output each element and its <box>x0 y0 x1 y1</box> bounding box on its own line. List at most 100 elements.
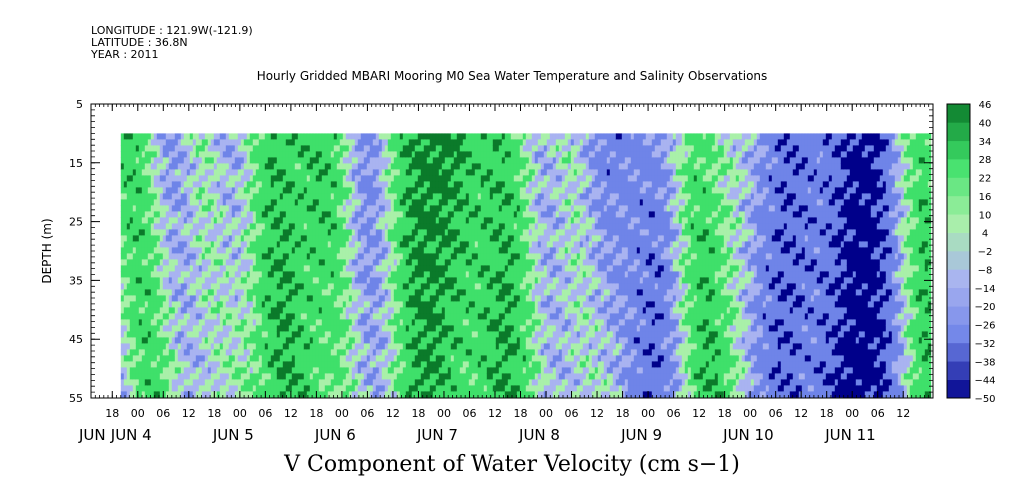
heatmap-cell <box>333 313 338 320</box>
heatmap-cell <box>225 367 230 374</box>
heatmap-cell <box>174 271 179 278</box>
heatmap-cell <box>393 355 398 362</box>
heatmap-cell <box>153 307 158 314</box>
heatmap-cell <box>270 211 275 218</box>
heatmap-cell <box>420 205 425 212</box>
heatmap-cell <box>363 235 368 242</box>
heatmap-cell <box>147 325 152 332</box>
heatmap-cell <box>294 145 299 152</box>
heatmap-cell <box>402 205 407 212</box>
heatmap-cell <box>318 151 323 158</box>
heatmap-cell <box>360 133 365 140</box>
heatmap-cell <box>444 157 449 164</box>
heatmap-cell <box>381 181 386 188</box>
heatmap-cell <box>444 133 449 140</box>
heatmap-cell <box>234 217 239 224</box>
heatmap-cell <box>192 373 197 380</box>
heatmap-cell <box>183 181 188 188</box>
heatmap-cell <box>345 379 350 386</box>
heatmap-cell <box>195 211 200 218</box>
heatmap-cell <box>165 385 170 392</box>
heatmap-cell <box>237 289 242 296</box>
heatmap-cell <box>288 193 293 200</box>
heatmap-cell <box>447 259 452 266</box>
heatmap-cell <box>135 331 140 338</box>
heatmap-cell <box>282 259 287 266</box>
heatmap-cell <box>405 151 410 158</box>
heatmap-cell <box>270 277 275 284</box>
heatmap-cell <box>279 139 284 146</box>
heatmap-cell <box>435 199 440 206</box>
heatmap-cell <box>162 313 167 320</box>
heatmap-cell <box>396 331 401 338</box>
heatmap-cell <box>357 163 362 170</box>
heatmap-cell <box>234 313 239 320</box>
heatmap-cell <box>414 271 419 278</box>
heatmap-cell <box>450 307 455 314</box>
heatmap-cell <box>264 379 269 386</box>
heatmap-cell <box>270 295 275 302</box>
heatmap-cell <box>444 355 449 362</box>
heatmap-cell <box>408 139 413 146</box>
heatmap-cell <box>144 253 149 260</box>
heatmap-cell <box>348 205 353 212</box>
heatmap-cell <box>309 205 314 212</box>
heatmap-cell <box>399 259 404 266</box>
heatmap-cell <box>204 151 209 158</box>
heatmap-cell <box>279 187 284 194</box>
heatmap-cell <box>393 259 398 266</box>
heatmap-cell <box>267 211 272 218</box>
heatmap-cell <box>261 211 266 218</box>
heatmap-cell <box>246 379 251 386</box>
heatmap-cell <box>351 331 356 338</box>
heatmap-cell <box>423 277 428 284</box>
heatmap-cell <box>240 295 245 302</box>
heatmap-cell <box>270 337 275 344</box>
heatmap-cell <box>411 241 416 248</box>
heatmap-cell <box>372 181 377 188</box>
heatmap-cell <box>249 259 254 266</box>
heatmap-cell <box>183 169 188 176</box>
heatmap-cell <box>327 343 332 350</box>
heatmap-cell <box>189 157 194 164</box>
heatmap-cell <box>402 163 407 170</box>
heatmap-cell <box>294 361 299 368</box>
heatmap-cell <box>426 253 431 260</box>
heatmap-cell <box>201 295 206 302</box>
heatmap-cell <box>189 247 194 254</box>
heatmap-cell <box>216 217 221 224</box>
heatmap-cell <box>141 175 146 182</box>
heatmap-cell <box>408 349 413 356</box>
heatmap-cell <box>354 343 359 350</box>
heatmap-cell <box>261 295 266 302</box>
heatmap-cell <box>144 343 149 350</box>
heatmap-cell <box>213 367 218 374</box>
heatmap-cell <box>348 241 353 248</box>
heatmap-cell <box>249 151 254 158</box>
heatmap-cell <box>207 259 212 266</box>
heatmap-cell <box>159 355 164 362</box>
heatmap-cell <box>387 139 392 146</box>
heatmap-cell <box>195 373 200 380</box>
heatmap-cell <box>276 355 281 362</box>
heatmap-cell <box>342 139 347 146</box>
heatmap-cell <box>321 145 326 152</box>
heatmap-cell <box>168 151 173 158</box>
heatmap-cell <box>222 133 227 140</box>
heatmap-cell <box>276 211 281 218</box>
heatmap-cell <box>273 295 278 302</box>
heatmap-cell <box>303 163 308 170</box>
heatmap-cell <box>369 205 374 212</box>
heatmap-cell <box>192 169 197 176</box>
heatmap-cell <box>330 253 335 260</box>
heatmap-cell <box>165 145 170 152</box>
heatmap-cell <box>192 241 197 248</box>
heatmap-cell <box>375 139 380 146</box>
heatmap-cell <box>138 139 143 146</box>
heatmap-cell <box>309 331 314 338</box>
heatmap-cell <box>288 277 293 284</box>
heatmap-cell <box>297 163 302 170</box>
heatmap-cell <box>321 169 326 176</box>
heatmap-cell <box>423 391 428 398</box>
heatmap-cell <box>237 151 242 158</box>
